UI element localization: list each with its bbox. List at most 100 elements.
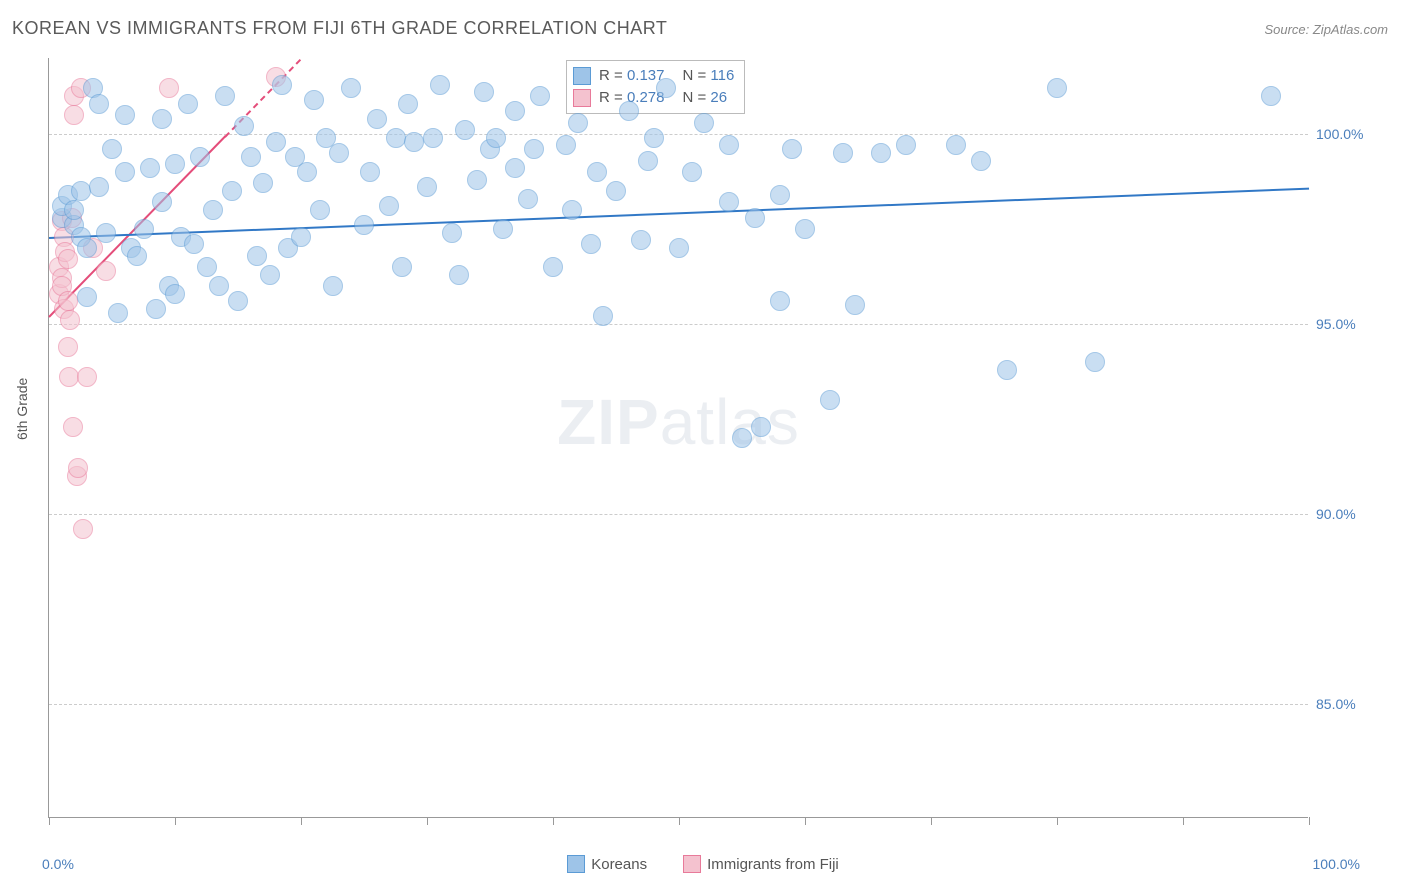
- data-point: [745, 208, 765, 228]
- data-point: [442, 223, 462, 243]
- data-point: [593, 306, 613, 326]
- data-point: [241, 147, 261, 167]
- data-point: [178, 94, 198, 114]
- data-point: [732, 428, 752, 448]
- x-tick: [1057, 817, 1058, 825]
- x-tick: [301, 817, 302, 825]
- x-axis-max-label: 100.0%: [1313, 856, 1360, 872]
- data-point: [96, 261, 116, 281]
- data-point: [304, 90, 324, 110]
- data-point: [60, 310, 80, 330]
- data-point: [71, 181, 91, 201]
- x-tick: [49, 817, 50, 825]
- data-point: [694, 113, 714, 133]
- data-point: [134, 219, 154, 239]
- gridline-h: [49, 324, 1308, 325]
- data-point: [379, 196, 399, 216]
- data-point: [203, 200, 223, 220]
- data-point: [417, 177, 437, 197]
- data-point: [222, 181, 242, 201]
- data-point: [272, 75, 292, 95]
- data-point: [423, 128, 443, 148]
- data-point: [770, 291, 790, 311]
- x-tick: [931, 817, 932, 825]
- data-point: [682, 162, 702, 182]
- data-point: [253, 173, 273, 193]
- data-point: [96, 223, 116, 243]
- data-point: [946, 135, 966, 155]
- data-point: [367, 109, 387, 129]
- data-point: [1261, 86, 1281, 106]
- data-point: [795, 219, 815, 239]
- data-point: [152, 192, 172, 212]
- legend-series-item: Immigrants from Fiji: [683, 855, 839, 873]
- data-point: [77, 367, 97, 387]
- data-point: [1047, 78, 1067, 98]
- data-point: [386, 128, 406, 148]
- data-point: [354, 215, 374, 235]
- data-point: [247, 246, 267, 266]
- data-point: [64, 105, 84, 125]
- data-point: [474, 82, 494, 102]
- data-point: [89, 177, 109, 197]
- data-point: [751, 417, 771, 437]
- data-point: [209, 276, 229, 296]
- data-point: [486, 128, 506, 148]
- data-point: [997, 360, 1017, 380]
- x-tick: [175, 817, 176, 825]
- data-point: [184, 234, 204, 254]
- data-point: [228, 291, 248, 311]
- x-tick: [679, 817, 680, 825]
- data-point: [127, 246, 147, 266]
- data-point: [77, 238, 97, 258]
- data-point: [719, 135, 739, 155]
- data-point: [73, 519, 93, 539]
- data-point: [606, 181, 626, 201]
- data-point: [638, 151, 658, 171]
- legend-stats-row: R = 0.278N = 26: [573, 87, 734, 109]
- plot-area: ZIPatlas R = 0.137N = 116R = 0.278N = 26…: [48, 58, 1308, 818]
- legend-r: R = 0.137: [599, 65, 664, 87]
- legend-n: N = 116: [682, 65, 734, 87]
- data-point: [190, 147, 210, 167]
- data-point: [115, 105, 135, 125]
- data-point: [392, 257, 412, 277]
- data-point: [782, 139, 802, 159]
- data-point: [152, 109, 172, 129]
- data-point: [266, 132, 286, 152]
- data-point: [404, 132, 424, 152]
- data-point: [562, 200, 582, 220]
- data-point: [234, 116, 254, 136]
- data-point: [291, 227, 311, 247]
- data-point: [360, 162, 380, 182]
- gridline-h: [49, 514, 1308, 515]
- data-point: [669, 238, 689, 258]
- data-point: [102, 139, 122, 159]
- y-tick-label: 95.0%: [1316, 316, 1380, 332]
- x-tick: [805, 817, 806, 825]
- legend-series-label: Koreans: [591, 856, 647, 873]
- data-point: [644, 128, 664, 148]
- legend-stats-row: R = 0.137 N = 116: [573, 65, 734, 87]
- legend-swatch: [573, 67, 591, 85]
- data-point: [398, 94, 418, 114]
- x-tick: [553, 817, 554, 825]
- chart-title: KOREAN VS IMMIGRANTS FROM FIJI 6TH GRADE…: [12, 18, 667, 39]
- data-point: [505, 158, 525, 178]
- data-point: [64, 200, 84, 220]
- data-point: [619, 101, 639, 121]
- data-point: [1085, 352, 1105, 372]
- data-point: [58, 337, 78, 357]
- source-attribution: Source: ZipAtlas.com: [1264, 22, 1388, 37]
- data-point: [115, 162, 135, 182]
- data-point: [524, 139, 544, 159]
- data-point: [543, 257, 563, 277]
- data-point: [845, 295, 865, 315]
- data-point: [455, 120, 475, 140]
- x-axis-min-label: 0.0%: [42, 856, 74, 872]
- legend-swatch: [567, 855, 585, 873]
- data-point: [467, 170, 487, 190]
- data-point: [215, 86, 235, 106]
- data-point: [493, 219, 513, 239]
- y-tick-label: 85.0%: [1316, 696, 1380, 712]
